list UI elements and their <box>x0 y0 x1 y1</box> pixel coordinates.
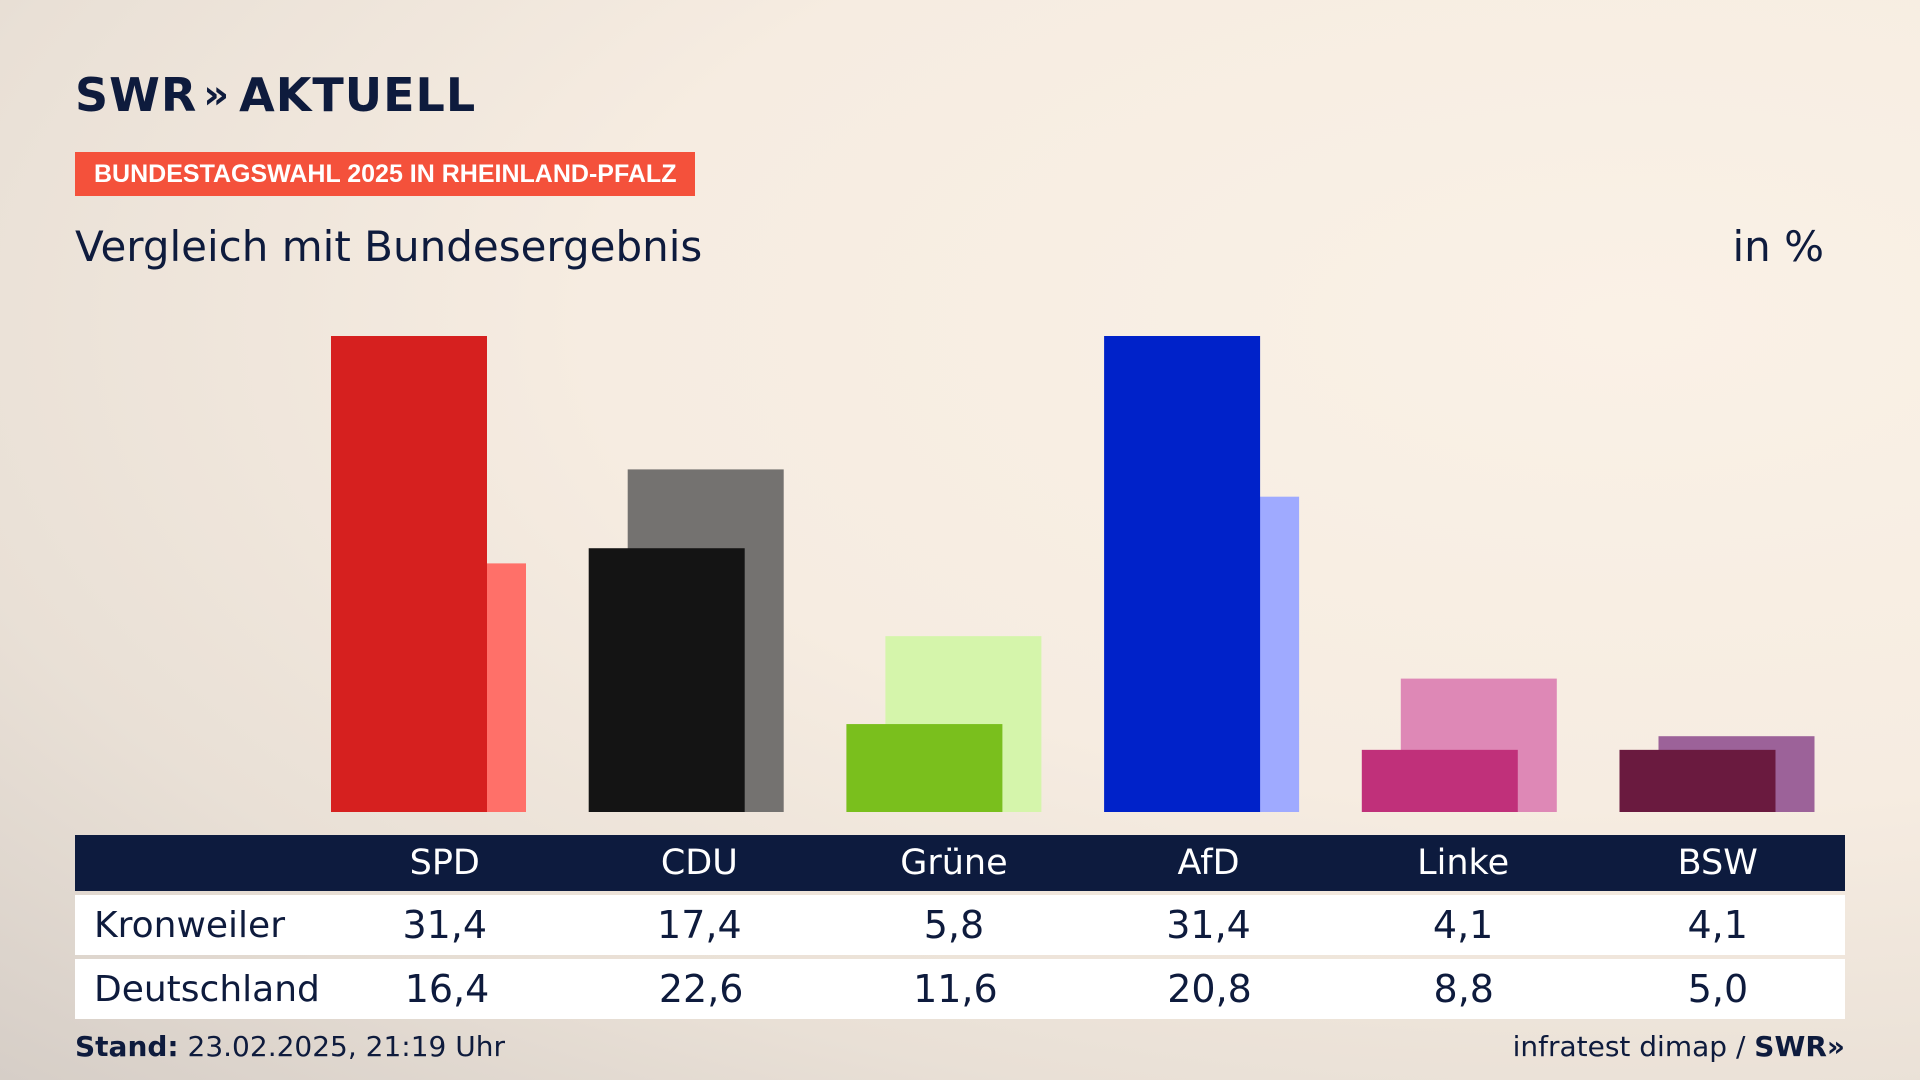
chevron-icon: » <box>203 72 229 118</box>
bar-grüne-kronweiler <box>846 724 1003 812</box>
value-cell-spd: 16,4 <box>404 967 490 1011</box>
column-header-spd: SPD <box>409 843 480 883</box>
value-cell-spd: 31,4 <box>402 903 488 947</box>
stand-value: 23.02.2025, 21:19 Uhr <box>187 1030 505 1063</box>
logo-suffix: AKTUELL <box>239 68 477 122</box>
chart-title: Vergleich mit Bundesergebnis <box>75 222 703 271</box>
source-text: infratest dimap / <box>1512 1030 1746 1063</box>
value-cell-cdu: 22,6 <box>658 967 744 1011</box>
value-cell-linke: 8,8 <box>1433 967 1494 1011</box>
row-label: Kronweiler <box>94 904 286 946</box>
column-header-linke: Linke <box>1417 843 1510 883</box>
row-label: Deutschland <box>94 968 320 1010</box>
bar-cdu-kronweiler <box>588 548 745 812</box>
value-cell-afd: 20,8 <box>1167 967 1252 1011</box>
swr-logo-small: SWR» <box>1754 1030 1845 1063</box>
bar-spd-kronweiler <box>331 336 487 812</box>
swr-aktuell-logo: SWR » AKTUELL <box>75 68 476 122</box>
source-credit: infratest dimap / SWR» <box>1513 1030 1845 1063</box>
results-table: SPD CDU Grüne AfD Linke BSW Kronweiler 31,4 17… <box>75 835 1845 1019</box>
table-row-deutschland: Deutschland 16,4 22,6 11,6 20,8 8,8 5,0 <box>75 959 1845 1019</box>
timestamp: Stand: 23.02.2025, 21:19 Uhr <box>75 1030 505 1063</box>
column-header-afd: AfD <box>1177 843 1240 883</box>
value-cell-grüne: 11,6 <box>913 967 998 1011</box>
bar-linke-kronweiler <box>1361 749 1518 812</box>
table-header: SPD CDU Grüne AfD Linke BSW <box>75 835 1845 891</box>
unit-label: in % <box>1732 222 1824 271</box>
table-row-kronweiler: Kronweiler 31,4 17,4 5,8 31,4 4,1 4,1 <box>75 895 1845 955</box>
value-cell-linke: 4,1 <box>1432 903 1494 947</box>
bar-chart <box>331 336 1815 812</box>
value-cell-cdu: 17,4 <box>657 903 742 947</box>
column-header-cdu: CDU <box>660 843 738 883</box>
bar-afd-kronweiler <box>1104 336 1261 812</box>
value-cell-afd: 31,4 <box>1166 903 1251 947</box>
bar-bsw-kronweiler <box>1619 749 1776 812</box>
value-cell-bsw: 5,0 <box>1687 967 1749 1011</box>
column-header-bsw: BSW <box>1677 843 1758 883</box>
value-cell-grüne: 5,8 <box>923 903 985 947</box>
election-tag: BUNDESTAGSWAHL 2025 IN RHEINLAND-PFALZ <box>75 152 696 196</box>
value-cell-bsw: 4,1 <box>1687 903 1748 947</box>
logo-text: SWR <box>75 68 198 122</box>
stand-label: Stand: <box>75 1030 179 1063</box>
column-header-grüne: Grüne <box>900 843 1008 883</box>
